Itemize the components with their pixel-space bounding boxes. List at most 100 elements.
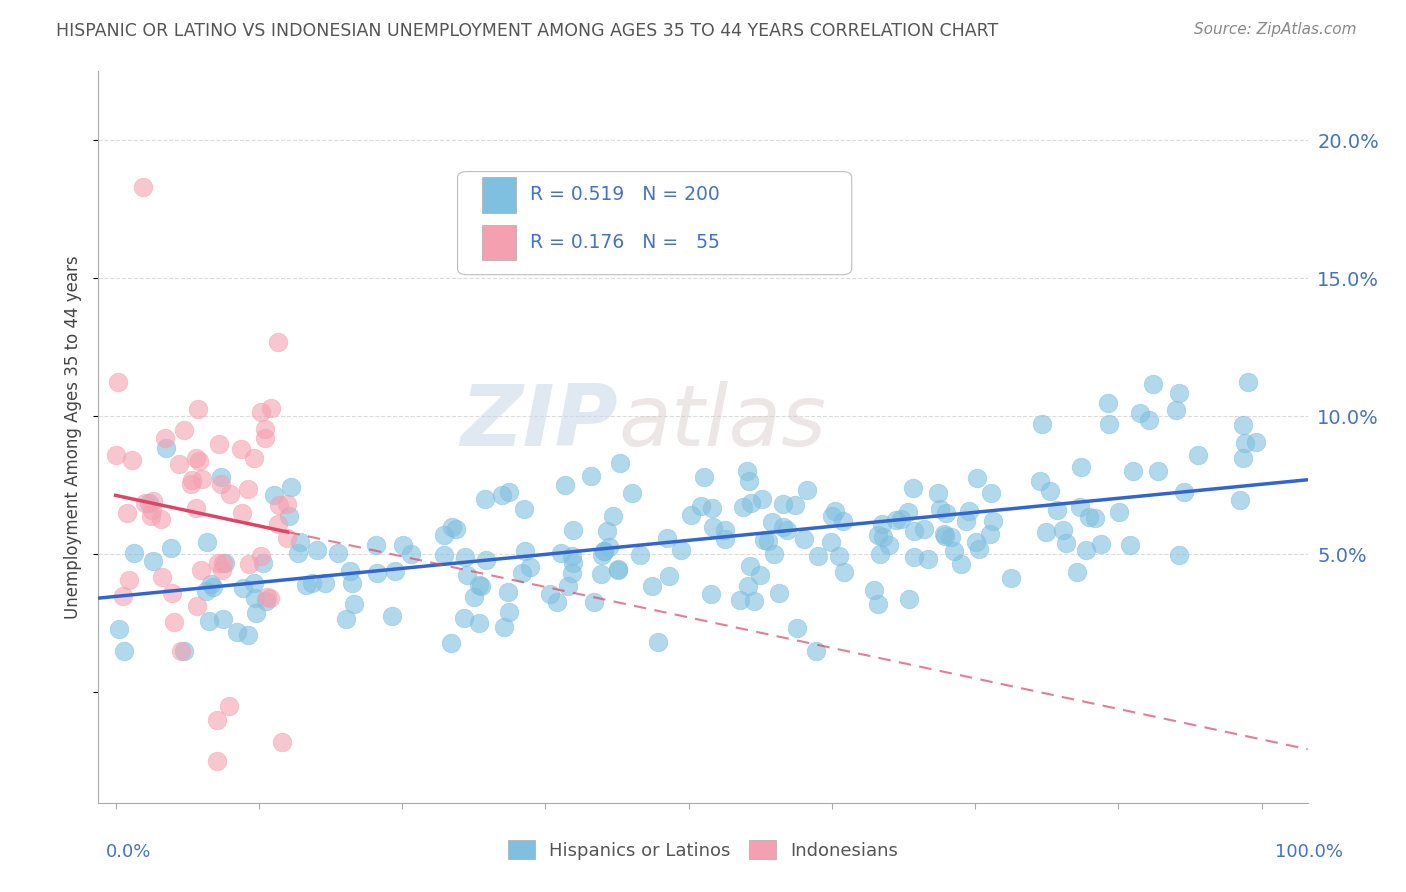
Point (112, 589, 135, 603)
Point (269, 498, 291, 512)
Point (492, 620, 515, 634)
Point (550, 546, 572, 560)
Point (249, 549, 271, 563)
Point (184, 500, 207, 515)
Point (1035, 525, 1057, 540)
Point (238, 557, 260, 571)
Point (714, 533, 737, 547)
Point (107, 375, 129, 389)
Point (432, 548, 454, 562)
Point (187, 453, 209, 467)
Point (762, 547, 785, 561)
Text: HISPANIC OR LATINO VS INDONESIAN UNEMPLOYMENT AMONG AGES 35 TO 44 YEARS CORRELAT: HISPANIC OR LATINO VS INDONESIAN UNEMPLO… (56, 22, 998, 40)
Point (454, 549, 477, 564)
Point (886, 513, 908, 527)
Point (1237, 375, 1260, 389)
Point (955, 514, 977, 528)
Point (768, 586, 790, 600)
Point (927, 485, 949, 500)
Point (155, 441, 177, 455)
Point (1074, 543, 1097, 558)
Point (132, 180, 155, 194)
Point (834, 565, 856, 579)
Point (453, 610, 475, 624)
Point (328, 546, 350, 560)
Point (121, 452, 143, 467)
Point (756, 533, 779, 548)
Point (301, 576, 323, 591)
Point (866, 528, 889, 542)
Point (965, 535, 987, 549)
Text: Source: ZipAtlas.com: Source: ZipAtlas.com (1194, 22, 1357, 37)
Point (950, 557, 973, 571)
Point (134, 496, 156, 510)
Point (254, 593, 277, 607)
Point (786, 621, 808, 635)
Point (1108, 505, 1130, 519)
Text: R = 0.519   N = 200: R = 0.519 N = 200 (530, 186, 720, 204)
Point (671, 543, 693, 558)
Point (1066, 565, 1088, 579)
Point (733, 500, 755, 514)
Point (463, 590, 485, 604)
Point (211, 612, 233, 626)
Point (468, 578, 491, 592)
Point (598, 540, 620, 554)
Point (160, 586, 183, 600)
Point (231, 506, 253, 520)
Point (276, 531, 298, 545)
Point (226, 624, 249, 639)
Point (897, 592, 920, 607)
Point (195, 535, 218, 549)
Point (243, 575, 266, 590)
Point (252, 557, 274, 571)
Point (917, 552, 939, 566)
Point (141, 509, 163, 524)
Point (184, 450, 207, 465)
Point (602, 508, 624, 523)
Point (314, 575, 336, 590)
Point (1000, 571, 1022, 585)
Point (785, 498, 807, 512)
Point (190, 563, 212, 577)
Text: 100.0%: 100.0% (1275, 843, 1343, 861)
Point (112, 644, 135, 658)
Point (546, 595, 568, 609)
Point (820, 535, 842, 549)
Point (456, 568, 478, 582)
Point (621, 485, 644, 500)
Point (912, 522, 935, 536)
Point (510, 566, 533, 580)
Point (772, 497, 794, 511)
Point (335, 612, 357, 626)
Point (872, 531, 894, 545)
Point (935, 506, 957, 520)
Point (287, 546, 309, 560)
Point (641, 578, 664, 592)
Point (253, 432, 276, 446)
Point (280, 480, 302, 494)
Point (609, 456, 631, 470)
Point (141, 554, 163, 568)
Point (219, 487, 242, 501)
Point (1142, 376, 1164, 391)
Point (163, 615, 186, 630)
Point (180, 476, 202, 491)
Point (730, 592, 752, 607)
Point (863, 582, 886, 597)
Point (232, 581, 254, 595)
Point (981, 515, 1004, 529)
Point (391, 538, 413, 552)
Point (1187, 448, 1209, 462)
Point (901, 481, 924, 495)
Point (519, 560, 541, 574)
Point (155, 431, 177, 445)
Point (381, 608, 404, 623)
Point (966, 471, 988, 485)
Point (1084, 510, 1107, 524)
Point (647, 635, 669, 649)
Legend: Hispanics or Latinos, Indonesians: Hispanics or Latinos, Indonesians (501, 833, 905, 867)
Point (967, 542, 990, 557)
Point (1229, 492, 1251, 507)
Point (259, 591, 281, 605)
